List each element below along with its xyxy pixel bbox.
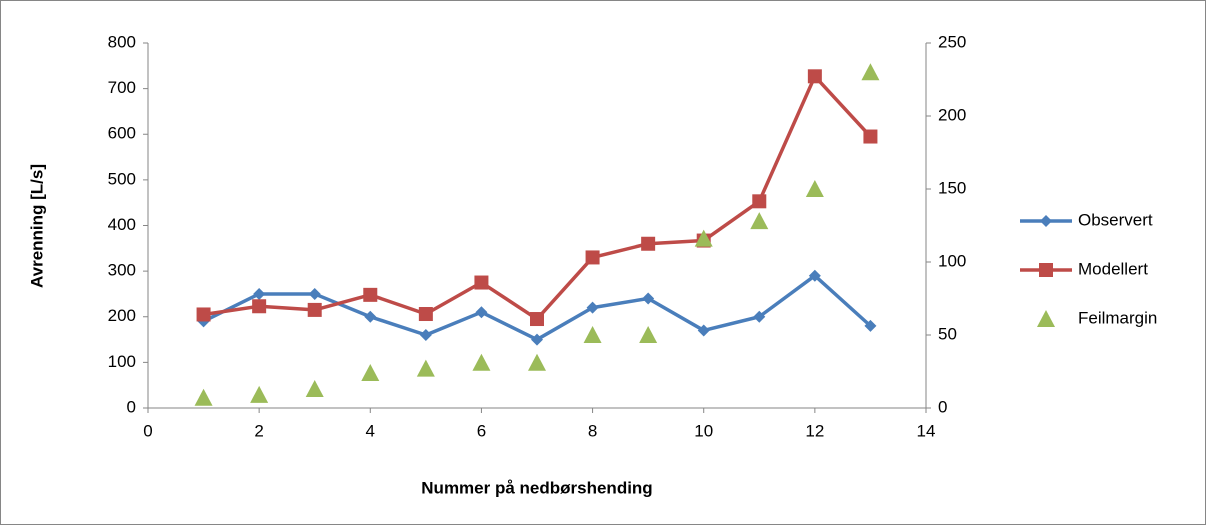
x-tick-label: 0 <box>143 421 152 440</box>
marker <box>530 312 544 327</box>
marker <box>1040 215 1052 227</box>
marker <box>697 324 710 337</box>
marker <box>474 275 489 290</box>
marker <box>250 385 269 403</box>
y-tick-label: 500 <box>108 169 136 188</box>
marker <box>807 69 822 84</box>
legend-label: Modellert <box>1078 259 1148 278</box>
marker <box>861 63 880 81</box>
marker <box>694 229 713 247</box>
marker <box>308 287 321 300</box>
marker <box>805 180 824 197</box>
marker <box>361 363 380 381</box>
marker <box>808 269 821 282</box>
marker <box>639 326 658 343</box>
marker <box>1039 263 1053 277</box>
x-tick-label: 6 <box>477 421 486 440</box>
y2-tick-label: 200 <box>938 105 966 124</box>
marker <box>642 292 655 305</box>
legend-label: Feilmargin <box>1078 308 1157 327</box>
y-axis-label: Avrenning [L/s] <box>27 164 46 288</box>
marker <box>641 236 656 251</box>
y-tick-label: 100 <box>108 352 136 371</box>
marker <box>252 299 267 314</box>
y-tick-label: 300 <box>108 261 136 280</box>
marker <box>416 359 435 377</box>
marker <box>363 287 378 302</box>
marker <box>585 250 600 265</box>
y2-tick-label: 150 <box>938 178 966 197</box>
y-tick-label: 200 <box>108 306 136 325</box>
y2-tick-label: 0 <box>938 397 947 416</box>
marker <box>364 310 377 323</box>
marker <box>419 329 432 341</box>
marker <box>531 333 543 346</box>
x-tick-label: 14 <box>917 421 936 440</box>
y2-tick-label: 100 <box>938 251 966 270</box>
x-tick-label: 4 <box>366 421 375 440</box>
marker <box>863 129 878 144</box>
marker <box>196 307 211 322</box>
marker <box>194 388 213 406</box>
y2-tick-label: 50 <box>938 324 957 343</box>
marker <box>472 353 491 371</box>
x-tick-label: 8 <box>588 421 597 440</box>
y-tick-label: 400 <box>108 215 136 234</box>
marker <box>753 310 766 323</box>
y2-tick-label: 250 <box>938 32 966 51</box>
legend-label: Observert <box>1078 210 1153 229</box>
marker <box>1037 310 1055 327</box>
marker <box>583 326 602 343</box>
marker <box>253 287 266 300</box>
y-tick-label: 800 <box>108 32 136 51</box>
x-tick-label: 10 <box>694 421 713 440</box>
marker <box>418 307 433 322</box>
marker <box>305 380 324 398</box>
marker <box>528 353 546 371</box>
y-tick-label: 0 <box>127 397 136 416</box>
x-tick-label: 2 <box>254 421 263 440</box>
x-tick-label: 12 <box>805 421 824 440</box>
marker <box>752 194 767 209</box>
x-axis-label: Nummer på nedbørshending <box>421 478 652 497</box>
y-tick-label: 700 <box>108 78 136 97</box>
marker <box>475 306 488 319</box>
marker <box>750 212 769 230</box>
marker <box>864 319 877 332</box>
marker <box>307 302 322 317</box>
y-tick-label: 600 <box>108 124 136 143</box>
marker <box>586 301 599 314</box>
